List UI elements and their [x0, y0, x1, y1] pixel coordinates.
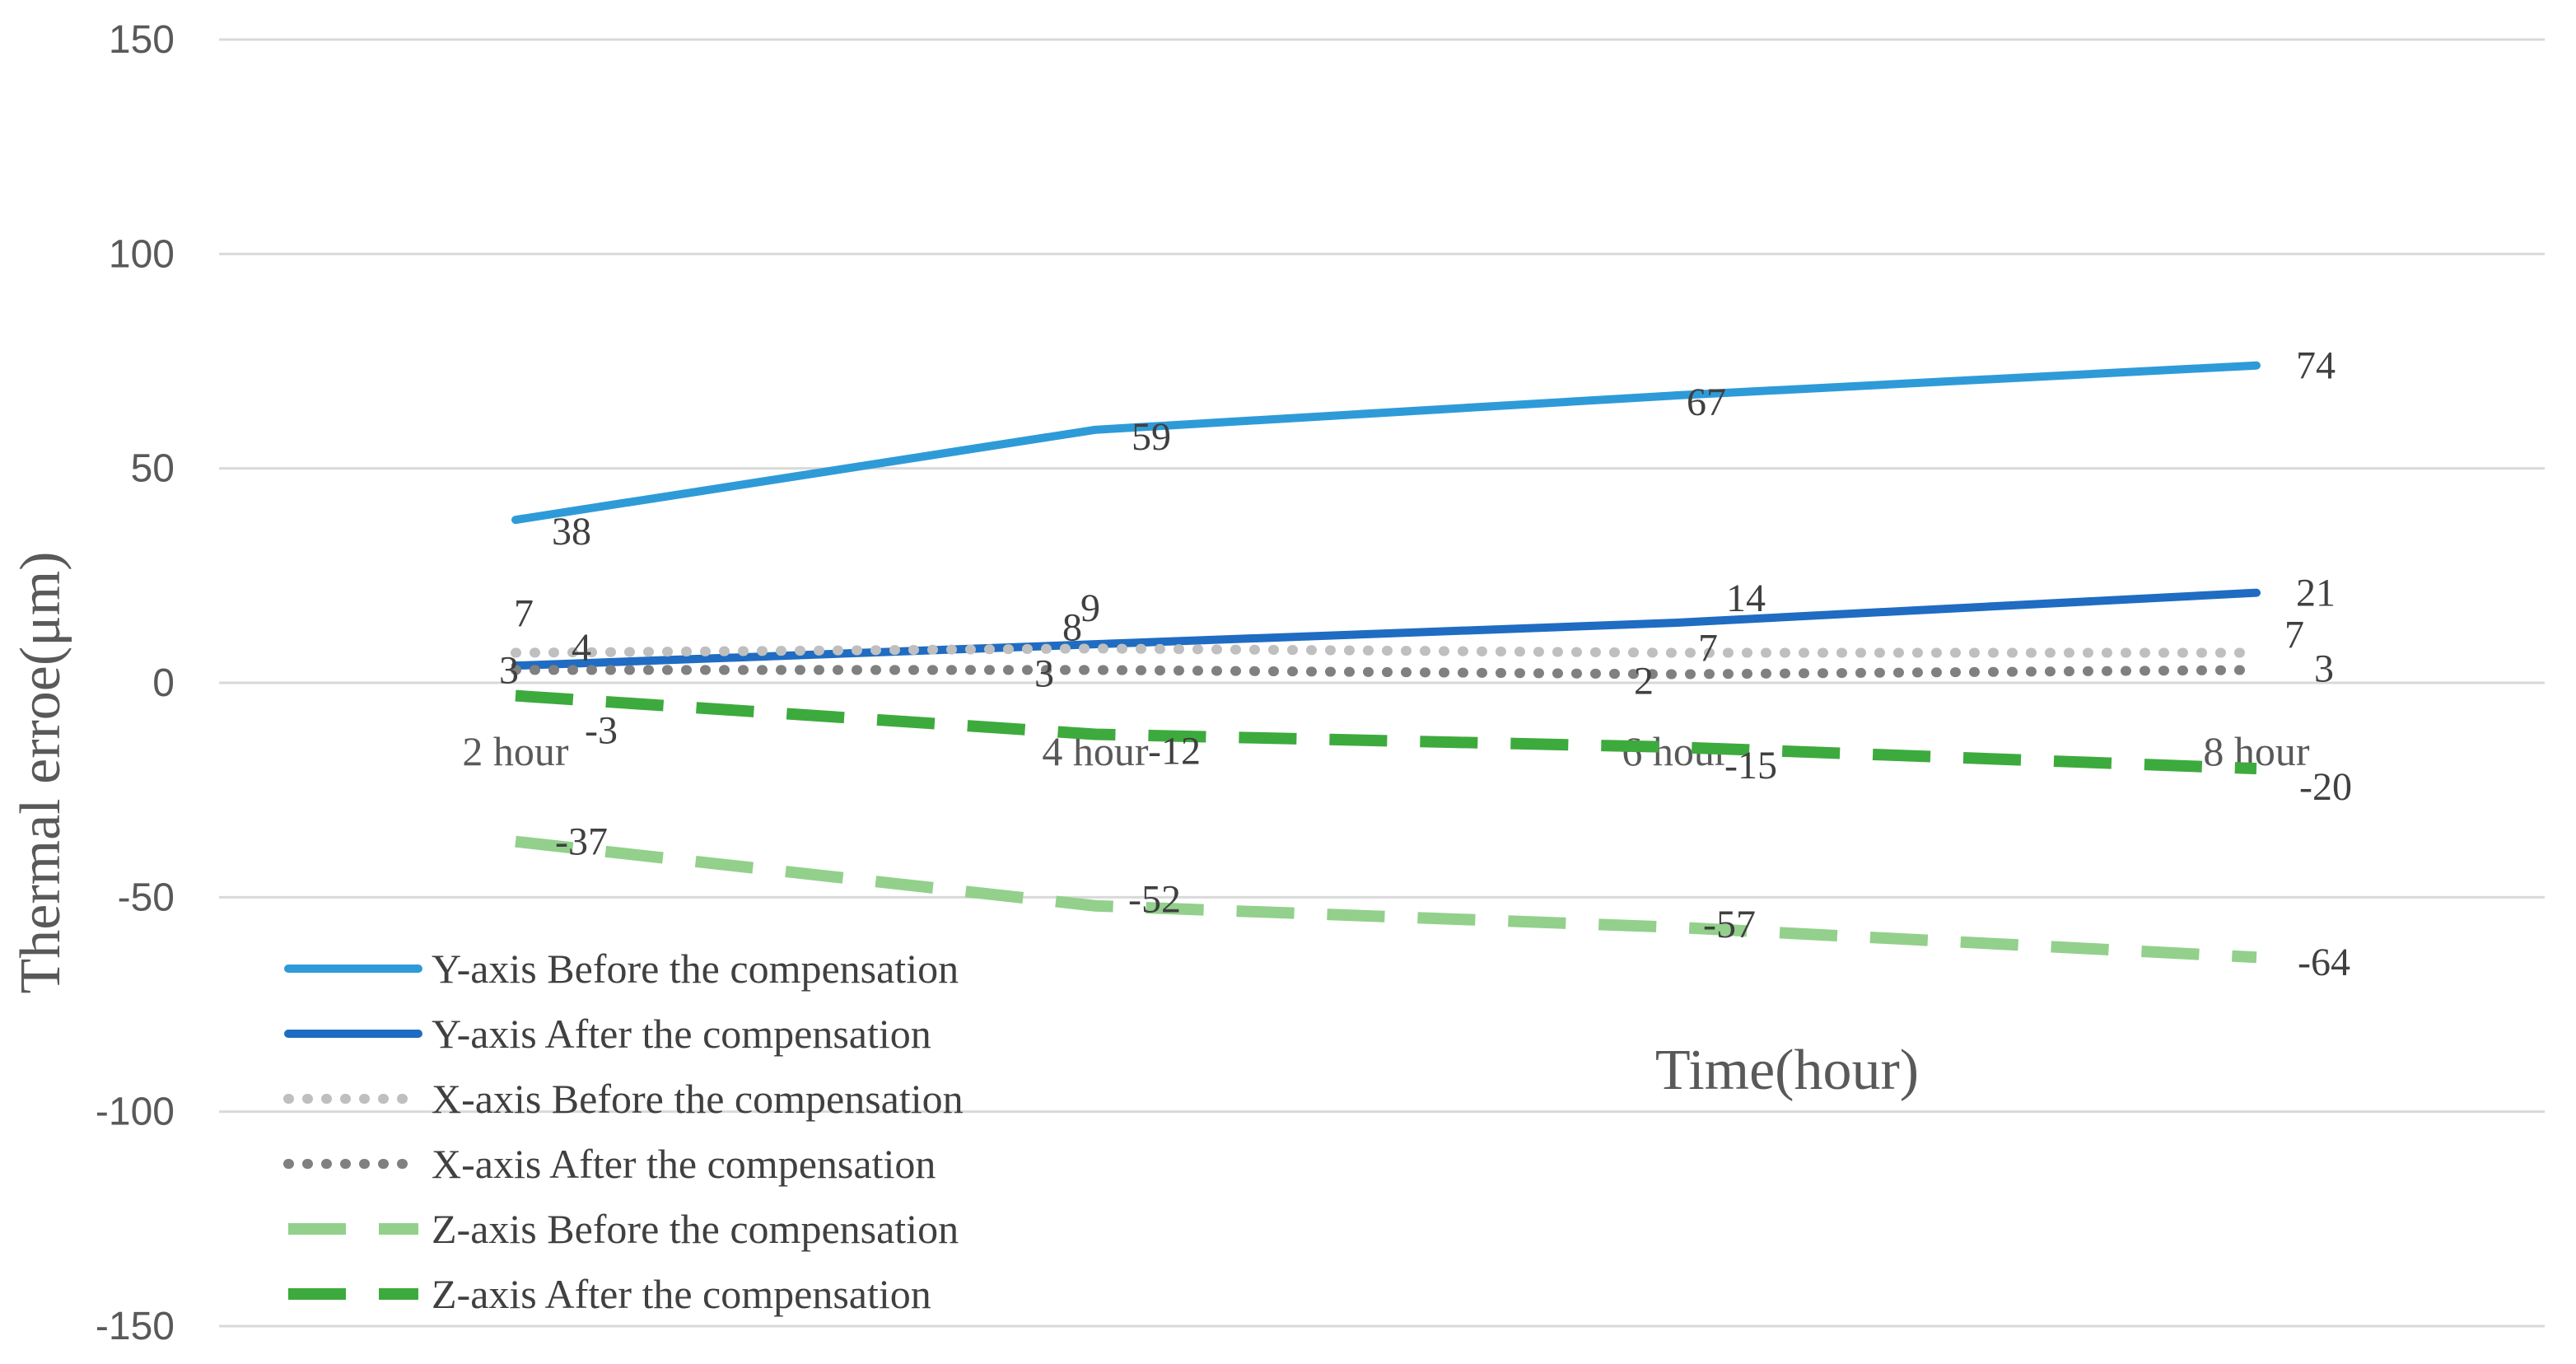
- x-category-label: 2 hour: [462, 728, 569, 774]
- data-label: 21: [2296, 572, 2336, 615]
- y-tick-label: 100: [109, 232, 175, 276]
- series-line: [511, 588, 2261, 670]
- data-label: -12: [1148, 729, 1201, 773]
- data-label: -3: [585, 709, 618, 753]
- data-label: 7: [2284, 614, 2304, 657]
- data-label: 3: [499, 648, 519, 692]
- data-label: -52: [1128, 878, 1181, 922]
- data-label: 14: [1726, 577, 1766, 620]
- data-label: -20: [2299, 765, 2352, 809]
- data-label: 4: [572, 626, 591, 670]
- series-line: [511, 665, 2261, 680]
- data-label: -57: [1703, 903, 1756, 946]
- data-label: -37: [555, 820, 608, 864]
- series-line: [511, 361, 2261, 525]
- y-tick-label: -100: [96, 1091, 175, 1134]
- data-label: -64: [2298, 941, 2350, 984]
- y-tick-label: -150: [96, 1305, 175, 1348]
- x-axis-title: Time(hour): [1655, 1039, 1919, 1102]
- legend-label: Z-axis After the compensation: [432, 1271, 931, 1317]
- legend-label: Z-axis Before the compensation: [432, 1206, 959, 1252]
- data-label: 9: [1080, 586, 1100, 630]
- gridlines: [219, 38, 2545, 1328]
- y-tick-label: 0: [152, 661, 175, 705]
- data-label: -15: [1724, 744, 1777, 787]
- data-label: 2: [1634, 660, 1654, 703]
- data-label: 38: [552, 510, 591, 554]
- data-label: 7: [1698, 627, 1718, 670]
- data-label: 67: [1687, 381, 1726, 424]
- series-line: [515, 835, 2257, 964]
- data-label: 3: [2314, 647, 2334, 690]
- series-line: [511, 643, 2261, 658]
- series-line: [515, 689, 2257, 775]
- y-tick-label: 150: [109, 18, 175, 62]
- x-category-label: 8 hour: [2203, 728, 2310, 774]
- data-label: 3: [1034, 652, 1054, 695]
- y-tick-labels: 150 100 50 0 -50 -100 -150: [96, 18, 175, 1348]
- series-lines: [511, 361, 2261, 964]
- data-label: 59: [1132, 415, 1171, 459]
- data-label: 8: [1062, 605, 1082, 649]
- data-label: 7: [514, 592, 534, 636]
- legend-label: Y-axis Before the compensation: [432, 946, 959, 992]
- data-label: 74: [2296, 344, 2336, 388]
- legend-label: Y-axis After the compensation: [432, 1011, 931, 1057]
- legend: Y-axis Before the compensation Y-axis Aft…: [283, 946, 964, 1317]
- legend-label: X-axis After the compensation: [432, 1141, 936, 1187]
- legend-label: X-axis Before the compensation: [432, 1076, 964, 1122]
- y-axis-title: Thermal erroe(μm): [9, 552, 72, 994]
- y-tick-label: 50: [131, 447, 175, 491]
- y-tick-label: -50: [118, 876, 175, 919]
